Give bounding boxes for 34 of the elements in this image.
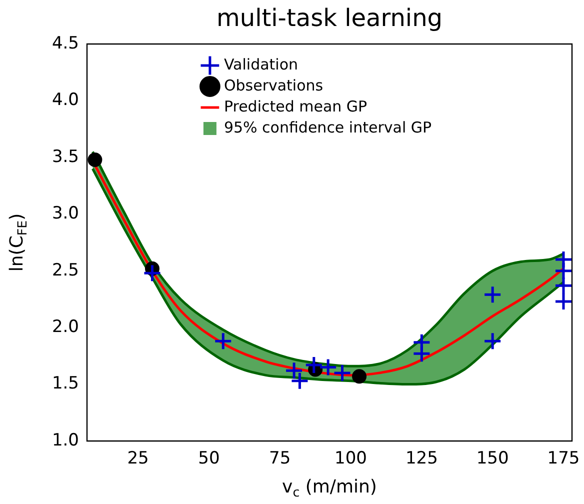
legend-label: Observations — [224, 76, 324, 94]
point — [333, 364, 352, 382]
x-tick-label: 125 — [405, 448, 438, 469]
x-tick-label: 150 — [476, 448, 509, 469]
point — [483, 285, 502, 304]
point — [483, 332, 502, 350]
y-tick-label: 3.5 — [52, 146, 79, 167]
point — [352, 369, 367, 384]
chart-title: multi-task learning — [216, 4, 443, 32]
point — [554, 292, 572, 311]
legend-label: Predicted mean GP — [224, 97, 368, 116]
point — [554, 276, 572, 295]
x-tick-label: 25 — [127, 448, 149, 469]
y-tick-label: 3.0 — [52, 204, 79, 224]
x-tick-label: 75 — [269, 448, 291, 469]
y-tick-label: 1.5 — [52, 374, 79, 394]
point — [554, 262, 572, 280]
y-tick-label: 4.0 — [52, 90, 79, 110]
y-tick-label: 2.0 — [52, 316, 79, 337]
point — [88, 152, 102, 167]
x-tick-label: 100 — [334, 448, 367, 469]
point — [142, 264, 162, 282]
x-tick-label: 175 — [547, 448, 580, 469]
point — [304, 356, 324, 374]
legend-label: 95% confidence interval GP — [224, 118, 432, 136]
point — [412, 344, 431, 363]
point — [318, 358, 338, 377]
legend-label: Validation — [224, 55, 298, 74]
x-tick-label: 50 — [198, 448, 220, 469]
point — [214, 332, 232, 350]
y-tick-label: 1.0 — [52, 430, 79, 450]
y-axis-title: ln(CFE) — [6, 213, 30, 272]
y-tick-label: 2.5 — [52, 260, 79, 280]
y-tick-label: 4.5 — [52, 33, 79, 54]
